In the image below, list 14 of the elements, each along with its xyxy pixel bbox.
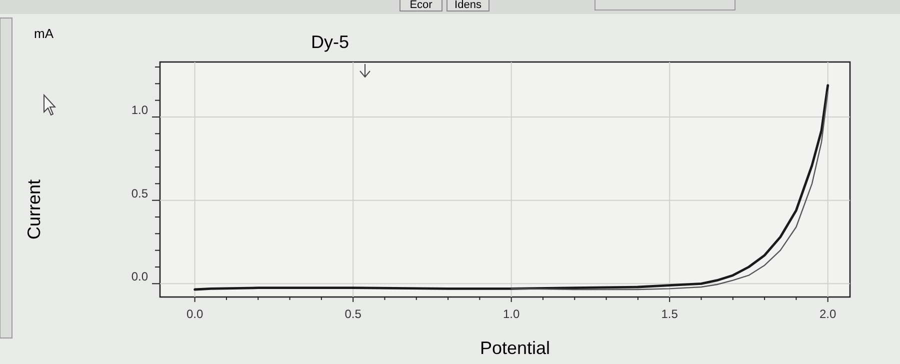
x-tick-label: 2.0 [820,307,837,321]
x-tick-label: 0.5 [344,307,362,321]
x-tick-label: 1.5 [661,307,678,321]
text: mA [34,26,54,41]
chart-title: Dy-5 [310,32,350,52]
text: Ecor [410,0,433,11]
y-tick-label: 0.5 [131,186,148,200]
x-axis-title: Potential [480,338,550,358]
y-tick-label: 1.0 [131,103,148,117]
x-tick-label: 0.0 [186,307,204,321]
text: Idens [454,0,482,11]
x-tick-label: 1.0 [502,307,520,321]
y-tick-label: 0.0 [131,270,148,284]
y-axis-title: Current [24,179,44,240]
